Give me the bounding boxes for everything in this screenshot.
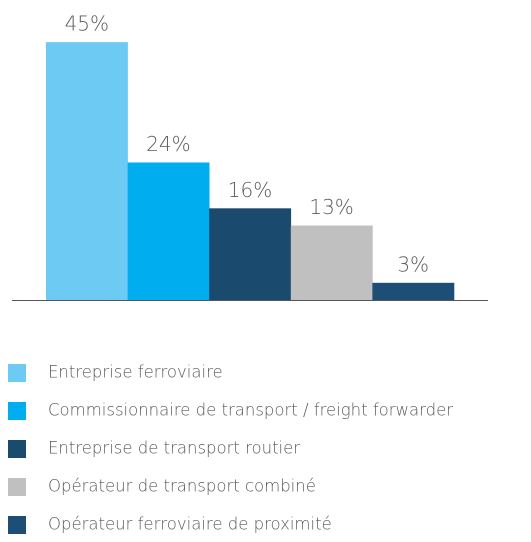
legend-label: Entreprise ferroviaire (48, 363, 223, 382)
legend-swatch (8, 478, 26, 496)
value-label: 3% (397, 252, 429, 276)
bar (127, 162, 210, 300)
bar (209, 208, 292, 300)
bar (372, 282, 455, 300)
bar (46, 42, 128, 301)
legend-swatch (8, 402, 26, 420)
legend-swatch (8, 440, 26, 458)
value-label: 16% (228, 178, 272, 202)
value-label: 13% (309, 195, 353, 219)
legend-label: Entreprise de transport routier (48, 439, 300, 458)
bar (290, 225, 373, 300)
legend-label: Opérateur ferroviaire de proximité (48, 515, 332, 534)
legend-swatch (8, 516, 26, 534)
legend-label: Opérateur de transport combiné (48, 477, 316, 496)
legend-swatch (8, 364, 26, 382)
value-label: 24% (146, 132, 190, 156)
legend-label: Commissionnaire de transport / freight f… (48, 401, 453, 420)
value-label: 45% (65, 12, 109, 36)
